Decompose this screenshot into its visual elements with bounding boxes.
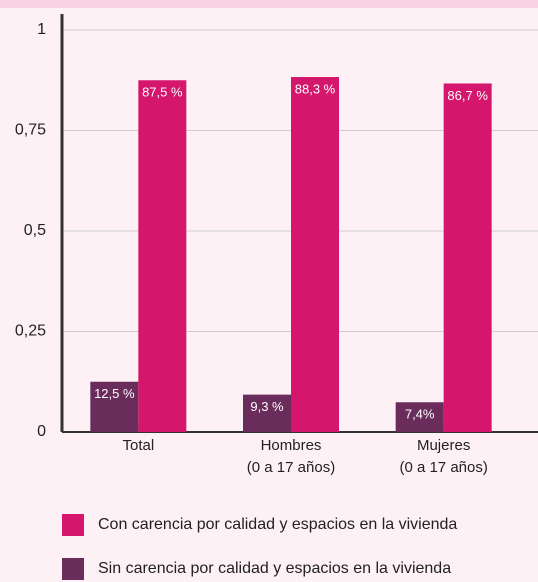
bar-value-label: 88,3 % [295,81,336,96]
bar [395,402,444,432]
bar [90,381,139,432]
bar-value-label: 86,7 % [447,88,488,103]
bar [138,80,187,432]
legend-label: Con carencia por calidad y espacios en l… [98,516,457,533]
y-tick-label: 0,25 [15,323,46,340]
legend-swatch [62,514,84,536]
y-tick-label: 0 [37,423,46,440]
bar [243,394,291,432]
bar-value-label: 12,5 % [94,386,135,401]
bar-value-label: 87,5 % [142,85,183,100]
bar [443,83,492,432]
bar-value-label: 7,4% [405,407,435,422]
y-tick-label: 1 [37,21,46,38]
y-tick-label: 0,5 [24,222,46,239]
x-tick-label: Total [122,437,155,454]
bar-value-label: 9,3 % [250,399,284,414]
bar [291,77,339,432]
x-tick-label: Hombres (0 a 17 años) [246,437,336,476]
y-tick-label: 0,75 [15,122,46,139]
top-band [0,0,538,8]
x-tick-label: Mujeres (0 a 17 años) [399,437,488,476]
legend-swatch [62,558,84,580]
legend-label: Sin carencia por calidad y espacios en l… [98,560,451,577]
